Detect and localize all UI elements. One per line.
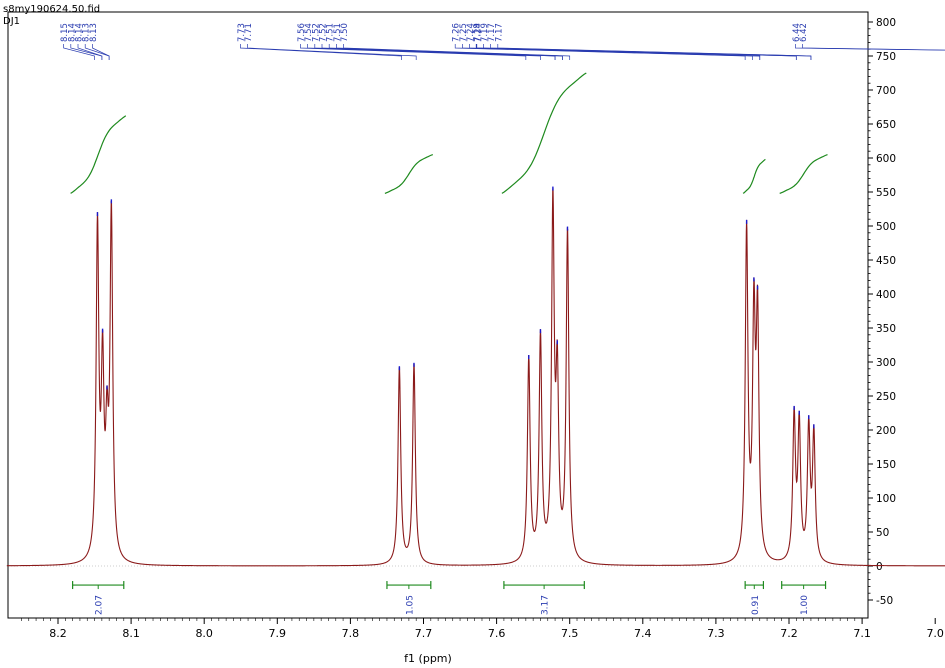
x-tick-label: 7.7 bbox=[415, 627, 433, 640]
y-tick-label: 550 bbox=[876, 187, 896, 199]
peak-label: 8.14 bbox=[75, 23, 85, 42]
peak-label: 7.24 bbox=[473, 23, 483, 42]
peak-label-connector bbox=[300, 44, 527, 60]
y-tick-label: 700 bbox=[876, 85, 896, 97]
integral-curve bbox=[742, 158, 766, 194]
y-tick-label: -50 bbox=[876, 595, 893, 607]
spectrum-line bbox=[6, 188, 945, 567]
y-tick-label: 500 bbox=[876, 221, 896, 233]
plot-border bbox=[7, 11, 869, 619]
peak-label-connector bbox=[63, 44, 95, 60]
peak-label: 7.71 bbox=[244, 23, 254, 42]
integral-curve bbox=[70, 115, 127, 194]
y-tick-label: 350 bbox=[876, 323, 896, 335]
integral-curve bbox=[501, 72, 587, 194]
peak-label-connector bbox=[497, 44, 812, 60]
x-tick-label: 7.0 bbox=[926, 627, 944, 640]
x-tick-label: 7.5 bbox=[561, 627, 579, 640]
y-tick-label: 400 bbox=[876, 289, 896, 301]
peak-label: 7.19 bbox=[473, 23, 483, 42]
x-tick-label: 8.0 bbox=[195, 627, 213, 640]
integral-curve bbox=[779, 154, 828, 194]
y-tick-label: 300 bbox=[876, 357, 896, 369]
peak-label: 8.13 bbox=[89, 23, 99, 42]
integral-value: 0.91 bbox=[751, 595, 761, 615]
peak-label-connector bbox=[92, 44, 110, 60]
peak-label: 8.14 bbox=[67, 23, 77, 42]
y-tick-label: 200 bbox=[876, 425, 896, 437]
y-tick-label: 450 bbox=[876, 255, 896, 267]
y-tick-label: 50 bbox=[876, 527, 889, 539]
x-tick-label: 8.1 bbox=[122, 627, 140, 640]
peak-label: 7.73 bbox=[237, 23, 247, 42]
peak-label-connector bbox=[247, 44, 417, 60]
y-tick-label: 0 bbox=[876, 561, 883, 573]
x-tick-label: 8.2 bbox=[49, 627, 67, 640]
x-axis: 8.28.18.07.97.87.77.67.57.47.37.27.17.06… bbox=[21, 618, 944, 640]
peak-label-connector bbox=[84, 44, 110, 60]
x-tick-label: 7.1 bbox=[853, 627, 871, 640]
y-tick-label: 750 bbox=[876, 51, 896, 63]
y-tick-label: 250 bbox=[876, 391, 896, 403]
peak-label: 8.15 bbox=[60, 23, 70, 42]
plot-frame bbox=[7, 11, 869, 619]
peak-label: 7.51 bbox=[326, 23, 336, 42]
sample-name: DJ1 bbox=[3, 16, 21, 27]
peak-label: 8.13 bbox=[82, 23, 92, 42]
peak-label-connector bbox=[476, 44, 761, 60]
peak-label: 7.51 bbox=[333, 23, 343, 42]
y-tick-label: 150 bbox=[876, 459, 896, 471]
y-tick-label: 600 bbox=[876, 153, 896, 165]
peak-label: 7.52 bbox=[319, 23, 329, 42]
x-tick-label: 7.4 bbox=[634, 627, 652, 640]
integral-value: 3.17 bbox=[541, 595, 551, 615]
peak-label-connector bbox=[802, 44, 945, 51]
x-tick-label: 7.6 bbox=[488, 627, 506, 640]
peak-label: 7.54 bbox=[304, 23, 314, 42]
peak-label: 6.44 bbox=[792, 23, 802, 42]
integral-curves bbox=[70, 72, 828, 194]
y-tick-label: 100 bbox=[876, 493, 896, 505]
peak-label: 7.19 bbox=[480, 23, 490, 42]
peak-label: 7.26 bbox=[452, 23, 462, 42]
integral-value: 2.07 bbox=[95, 595, 105, 615]
integral-curve bbox=[384, 154, 433, 194]
x-tick-label: 7.9 bbox=[269, 627, 287, 640]
peak-label-connector bbox=[240, 44, 402, 60]
peak-label: 7.50 bbox=[340, 23, 350, 42]
peak-label-connector bbox=[307, 44, 541, 60]
x-tick-label: 7.3 bbox=[707, 627, 725, 640]
peak-label-connector bbox=[795, 44, 945, 51]
peak-label: 7.56 bbox=[297, 23, 307, 42]
file-name: s8my190624.50.fid bbox=[3, 4, 101, 15]
peak-label-connector bbox=[343, 44, 571, 60]
peak-label: 7.17 bbox=[494, 23, 504, 42]
peak-label: 6.42 bbox=[799, 23, 809, 42]
peak-label-connector bbox=[77, 44, 103, 60]
y-tick-label: 650 bbox=[876, 119, 896, 131]
integral-bars: 2.071.053.170.911.001.03 bbox=[72, 581, 827, 615]
peak-label: 7.25 bbox=[459, 23, 469, 42]
peak-label: 7.17 bbox=[487, 23, 497, 42]
spectrum-trace bbox=[6, 186, 945, 567]
x-axis-label: f1 (ppm) bbox=[404, 652, 452, 665]
peak-label: 7.52 bbox=[311, 23, 321, 42]
peak-label: 7.24 bbox=[466, 23, 476, 42]
integral-value: 1.00 bbox=[800, 595, 810, 615]
integral-value: 1.05 bbox=[405, 595, 415, 615]
peak-labels: 8.158.148.148.138.13 7.737.71 7.567.547.52… bbox=[60, 23, 945, 60]
y-axis: 8007507006506005505004504003503002502001… bbox=[868, 17, 896, 607]
x-tick-label: 7.2 bbox=[780, 627, 798, 640]
y-tick-label: 800 bbox=[876, 17, 896, 29]
x-tick-label: 7.8 bbox=[342, 627, 360, 640]
